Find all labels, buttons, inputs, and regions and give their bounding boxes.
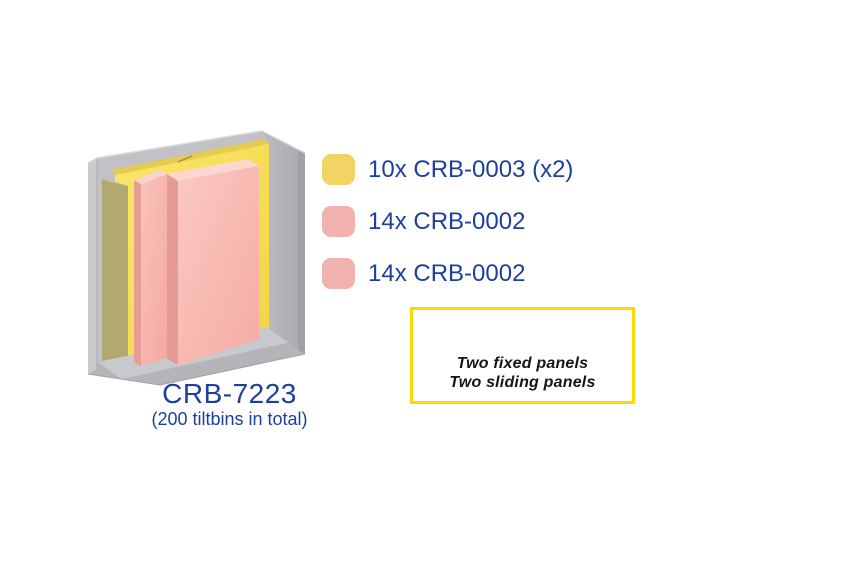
cabinet-right-wall [262,131,305,354]
legend-label: 14x CRB-0002 [368,207,526,235]
pink-panel-front-top-face [167,159,259,181]
left-shadow-panel [102,179,128,361]
legend-label: 14x CRB-0002 [368,259,526,287]
pink-panel-front-side-face [167,174,178,365]
cabinet-bottom-edge [87,353,306,386]
note-box: Two fixed panels Two sliding panels [410,307,635,404]
cabinet-top-rim-highlight [87,130,306,164]
legend-row-yellow-panels: 10x CRB-0003 (x2) [322,154,573,185]
yellow-swatch-icon [322,154,355,185]
cabinet-model-label: CRB-7223 [162,378,297,409]
cabinet-capacity-label: (200 tiltbins in total) [151,409,308,430]
cabinet-3d-render [87,130,306,386]
pink-panel-rear-front-face [141,174,167,366]
pink-panel-rear-side-face [134,180,141,366]
pink-swatch-icon [322,258,355,289]
legend-row-pink-panel-2: 14x CRB-0002 [322,258,525,289]
cabinet-caption: CRB-7223 (200 tiltbins in total) [92,379,367,429]
legend-row-pink-panel-1: 14x CRB-0002 [322,206,525,237]
pink-panel-rear-top-face [134,170,167,184]
cabinet-left-wall [88,159,97,375]
pink-swatch-icon [322,206,355,237]
note-line-sliding-panels: Two sliding panels [449,374,596,391]
left-shadow-panel-edge [101,178,129,187]
cabinet-right-wall-edge [298,149,305,354]
note-line-fixed-panels: Two fixed panels [456,355,589,372]
pink-panel-front-front-face [178,166,259,365]
legend-label: 10x CRB-0003 (x2) [368,155,574,183]
yellow-panels-seam [177,155,193,163]
